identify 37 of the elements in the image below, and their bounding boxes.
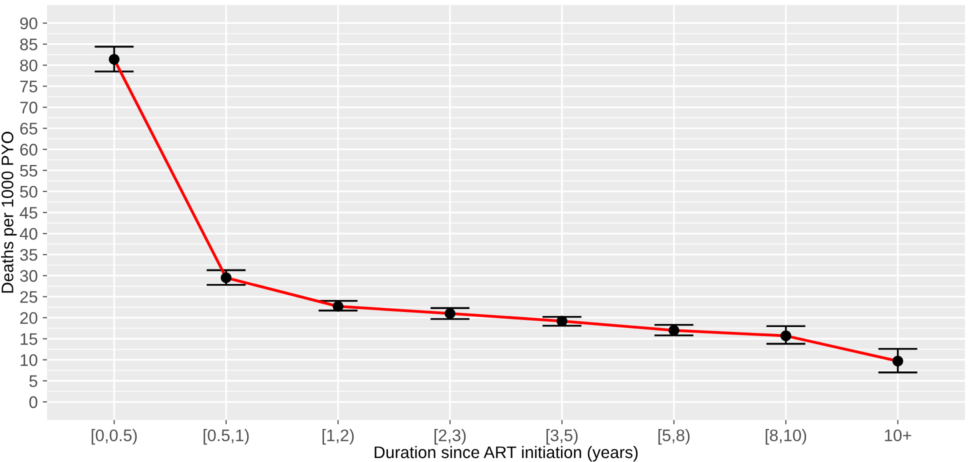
y-tick-label: 50 xyxy=(20,186,38,198)
y-tick-label: 30 xyxy=(20,270,38,282)
point xyxy=(108,54,120,65)
point xyxy=(444,308,456,319)
y-tick-label: 40 xyxy=(20,228,38,240)
y-tick-label: 90 xyxy=(20,18,38,30)
point xyxy=(332,301,344,312)
y-tick-label: 70 xyxy=(20,102,38,114)
y-tick-label: 65 xyxy=(20,122,38,135)
y-tick-label: 20 xyxy=(20,312,38,324)
y-tick-label: 10 xyxy=(20,354,38,366)
point xyxy=(556,316,568,326)
point xyxy=(780,330,792,342)
x-tick-label: [2,3) xyxy=(434,429,466,445)
y-tick-label: 0 xyxy=(29,396,38,408)
x-tick-label: [0.5,1) xyxy=(204,429,249,445)
x-tick-label: [5,8) xyxy=(658,429,690,445)
y-tick-label: 25 xyxy=(20,291,38,303)
y-tick-label: 55 xyxy=(20,164,38,177)
x-tick-label: [3,5) xyxy=(546,429,578,445)
point xyxy=(220,272,232,284)
y-tick-label: 35 xyxy=(20,248,38,261)
y-axis-title: Deaths per 1000 PYO xyxy=(1,132,17,293)
y-tick-label: 80 xyxy=(20,60,38,72)
point xyxy=(668,324,680,336)
x-tick-label: [1,2) xyxy=(322,429,354,445)
y-tick-label: 15 xyxy=(20,333,38,345)
y-tick-label: 5 xyxy=(29,375,38,388)
point xyxy=(892,356,904,366)
x-axis-title: Duration since ART initiation (years) xyxy=(374,446,638,462)
x-tick-label: [8,10) xyxy=(766,429,806,445)
y-tick-label: 85 xyxy=(20,38,38,50)
y-tick-label: 45 xyxy=(20,207,38,219)
x-tick-label: 10+ xyxy=(884,429,912,442)
x-tick-label: [0,0.5) xyxy=(92,429,137,445)
y-tick-label: 60 xyxy=(20,144,38,156)
y-tick-label: 75 xyxy=(20,80,38,92)
